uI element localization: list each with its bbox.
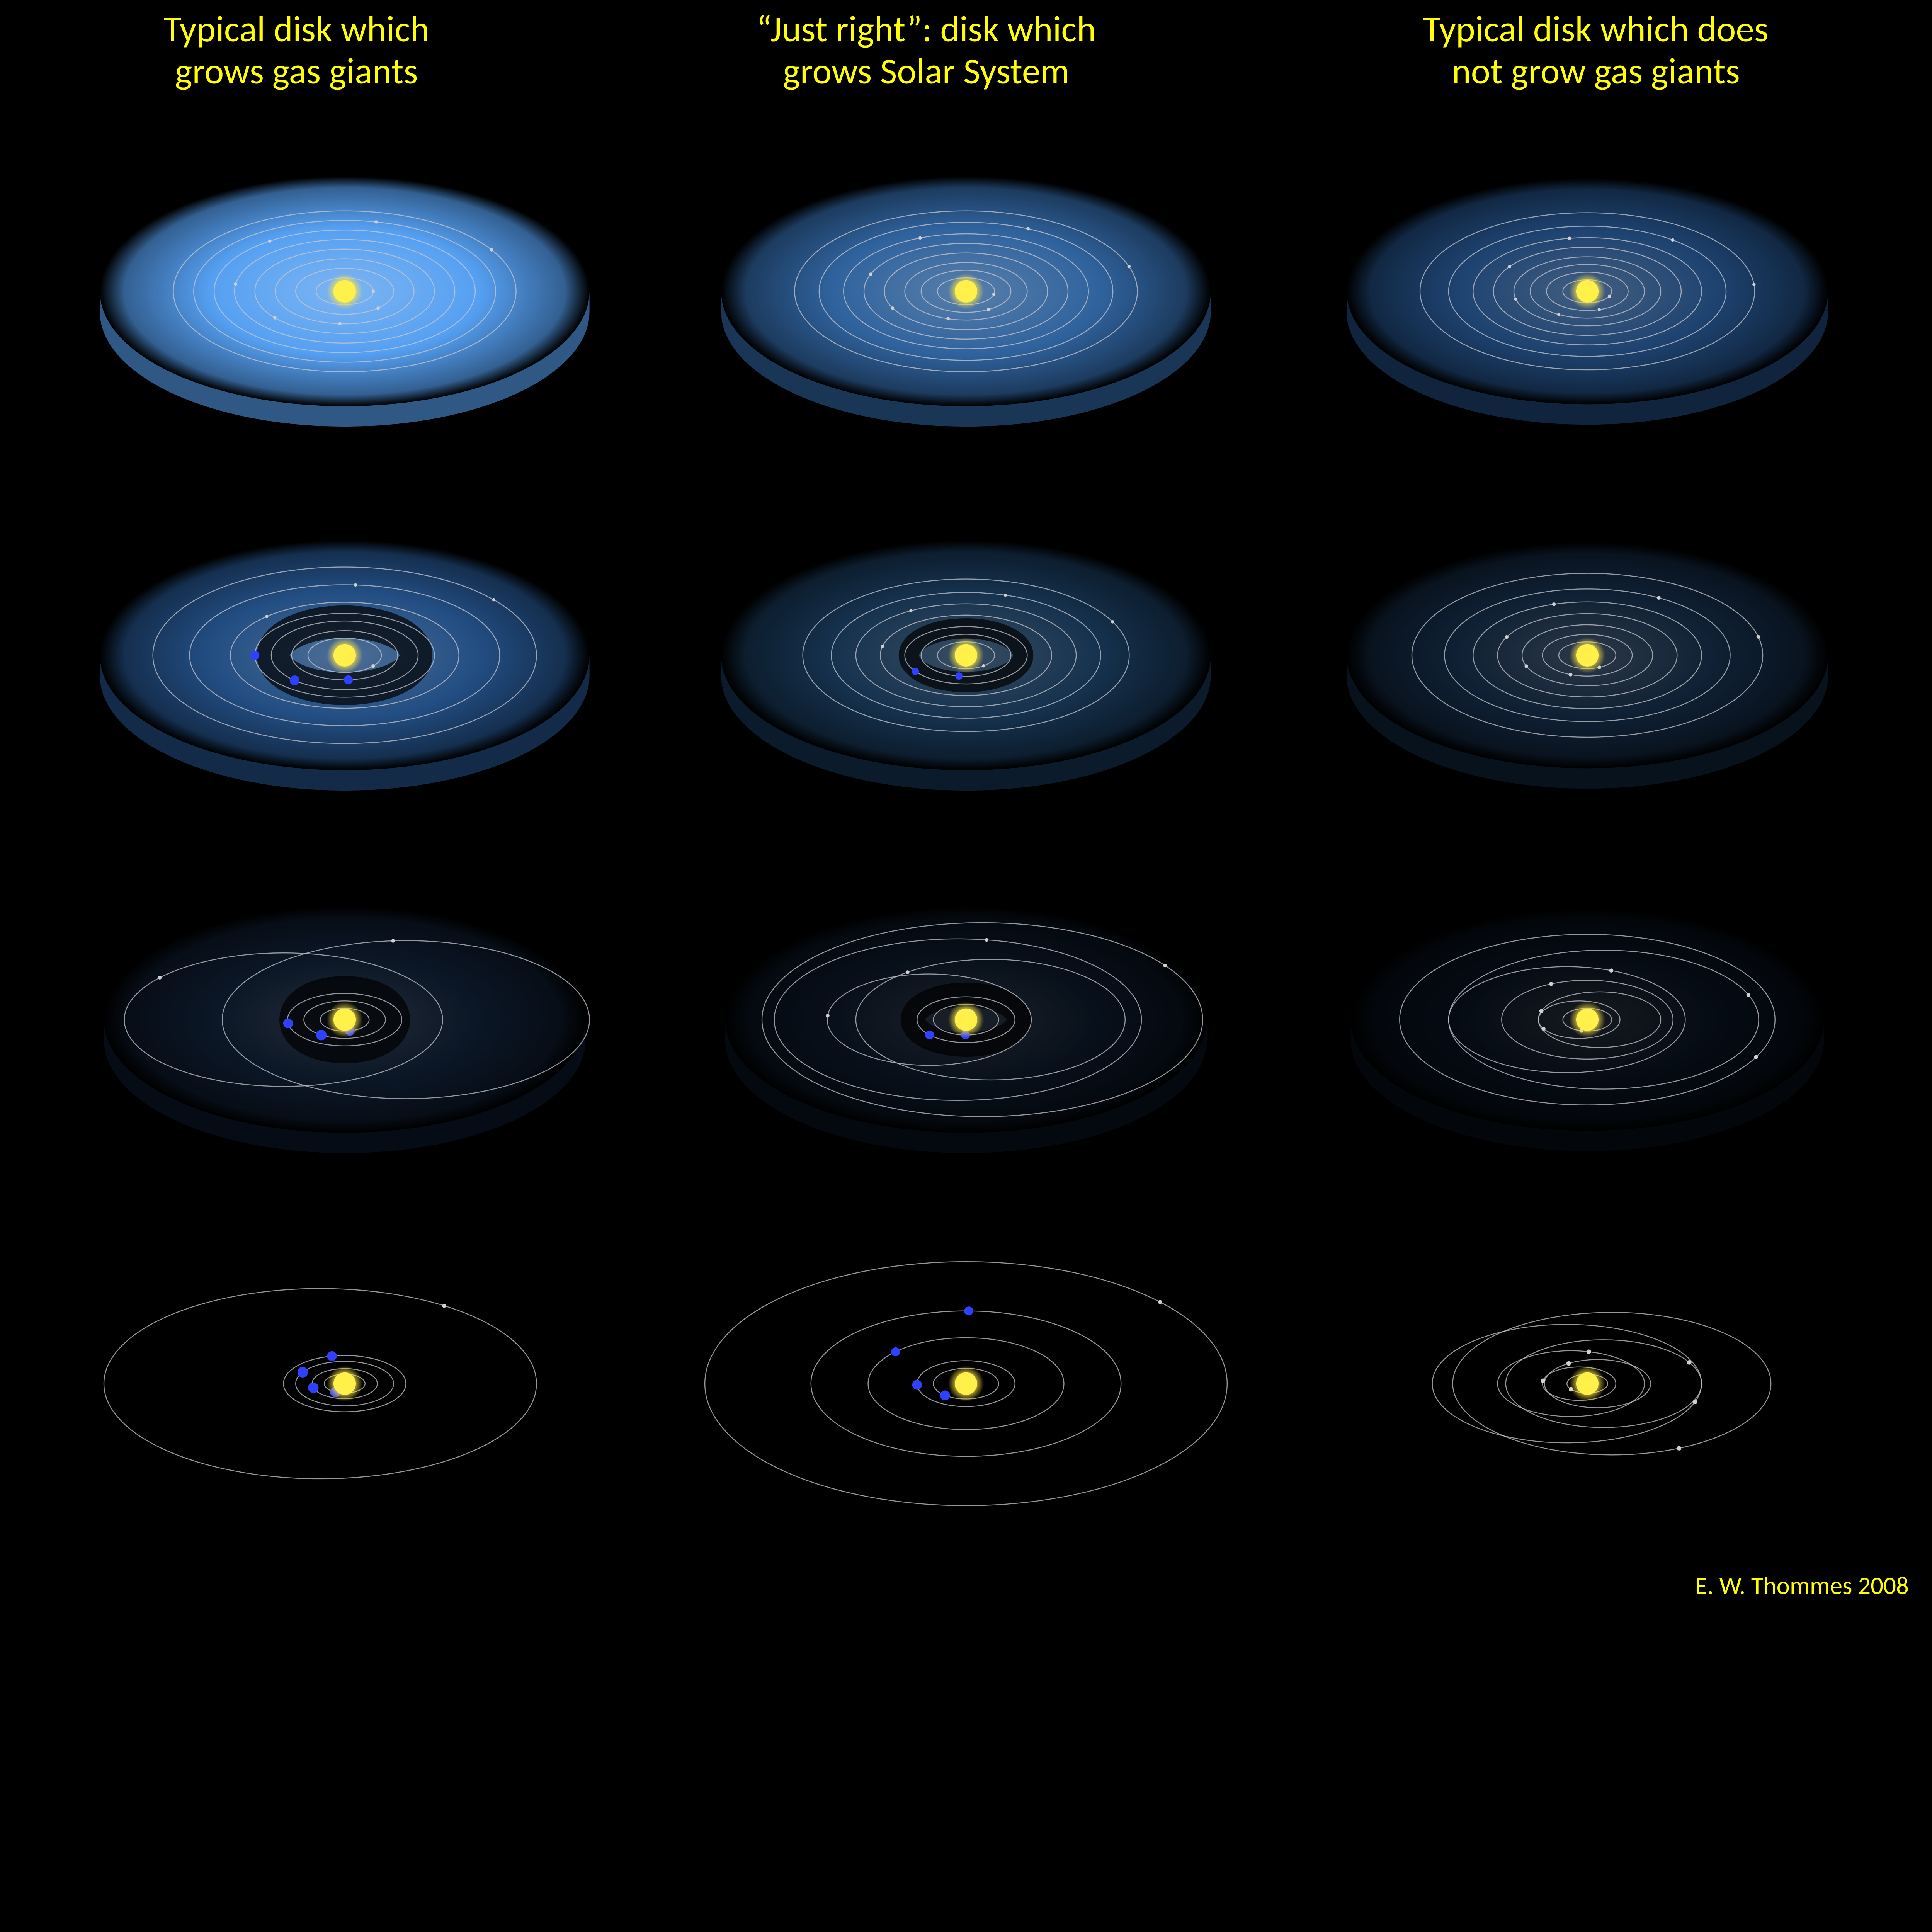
disk-svg xyxy=(660,841,1272,1198)
disk-svg xyxy=(39,1205,651,1562)
disk-svg xyxy=(39,113,651,470)
disk-svg xyxy=(1281,113,1893,470)
disk-panel xyxy=(660,841,1272,1198)
disk-svg xyxy=(1281,477,1893,834)
disk-svg xyxy=(660,477,1272,834)
disk-panel xyxy=(1281,477,1893,834)
disk-panel xyxy=(1281,1205,1893,1562)
disk-svg xyxy=(1281,841,1893,1198)
disk-panel xyxy=(1281,841,1893,1198)
header-col-1: Typical disk whichgrows gas giants xyxy=(163,8,429,93)
disk-svg xyxy=(1281,1205,1893,1562)
disk-panel xyxy=(39,1205,651,1562)
disk-svg xyxy=(39,841,651,1198)
disk-panel xyxy=(39,477,651,834)
disk-panel xyxy=(39,841,651,1198)
disk-svg xyxy=(39,477,651,834)
disk-panel xyxy=(39,113,651,470)
header-col-2: “Just right”: disk whichgrows Solar Syst… xyxy=(757,8,1096,93)
disk-svg xyxy=(660,1205,1272,1562)
disk-panel xyxy=(660,1205,1272,1562)
disk-svg xyxy=(660,113,1272,470)
header-col-3: Typical disk which doesnot grow gas gian… xyxy=(1423,8,1769,93)
column-headers: Typical disk whichgrows gas giants “Just… xyxy=(0,8,1932,93)
credit-text: E. W. Thommes 2008 xyxy=(1695,1570,1909,1601)
disk-panel xyxy=(660,477,1272,834)
disk-panel xyxy=(660,113,1272,470)
panel-grid xyxy=(39,113,1893,1562)
disk-panel xyxy=(1281,113,1893,470)
page-root: Typical disk whichgrows gas giants “Just… xyxy=(0,0,1932,1611)
